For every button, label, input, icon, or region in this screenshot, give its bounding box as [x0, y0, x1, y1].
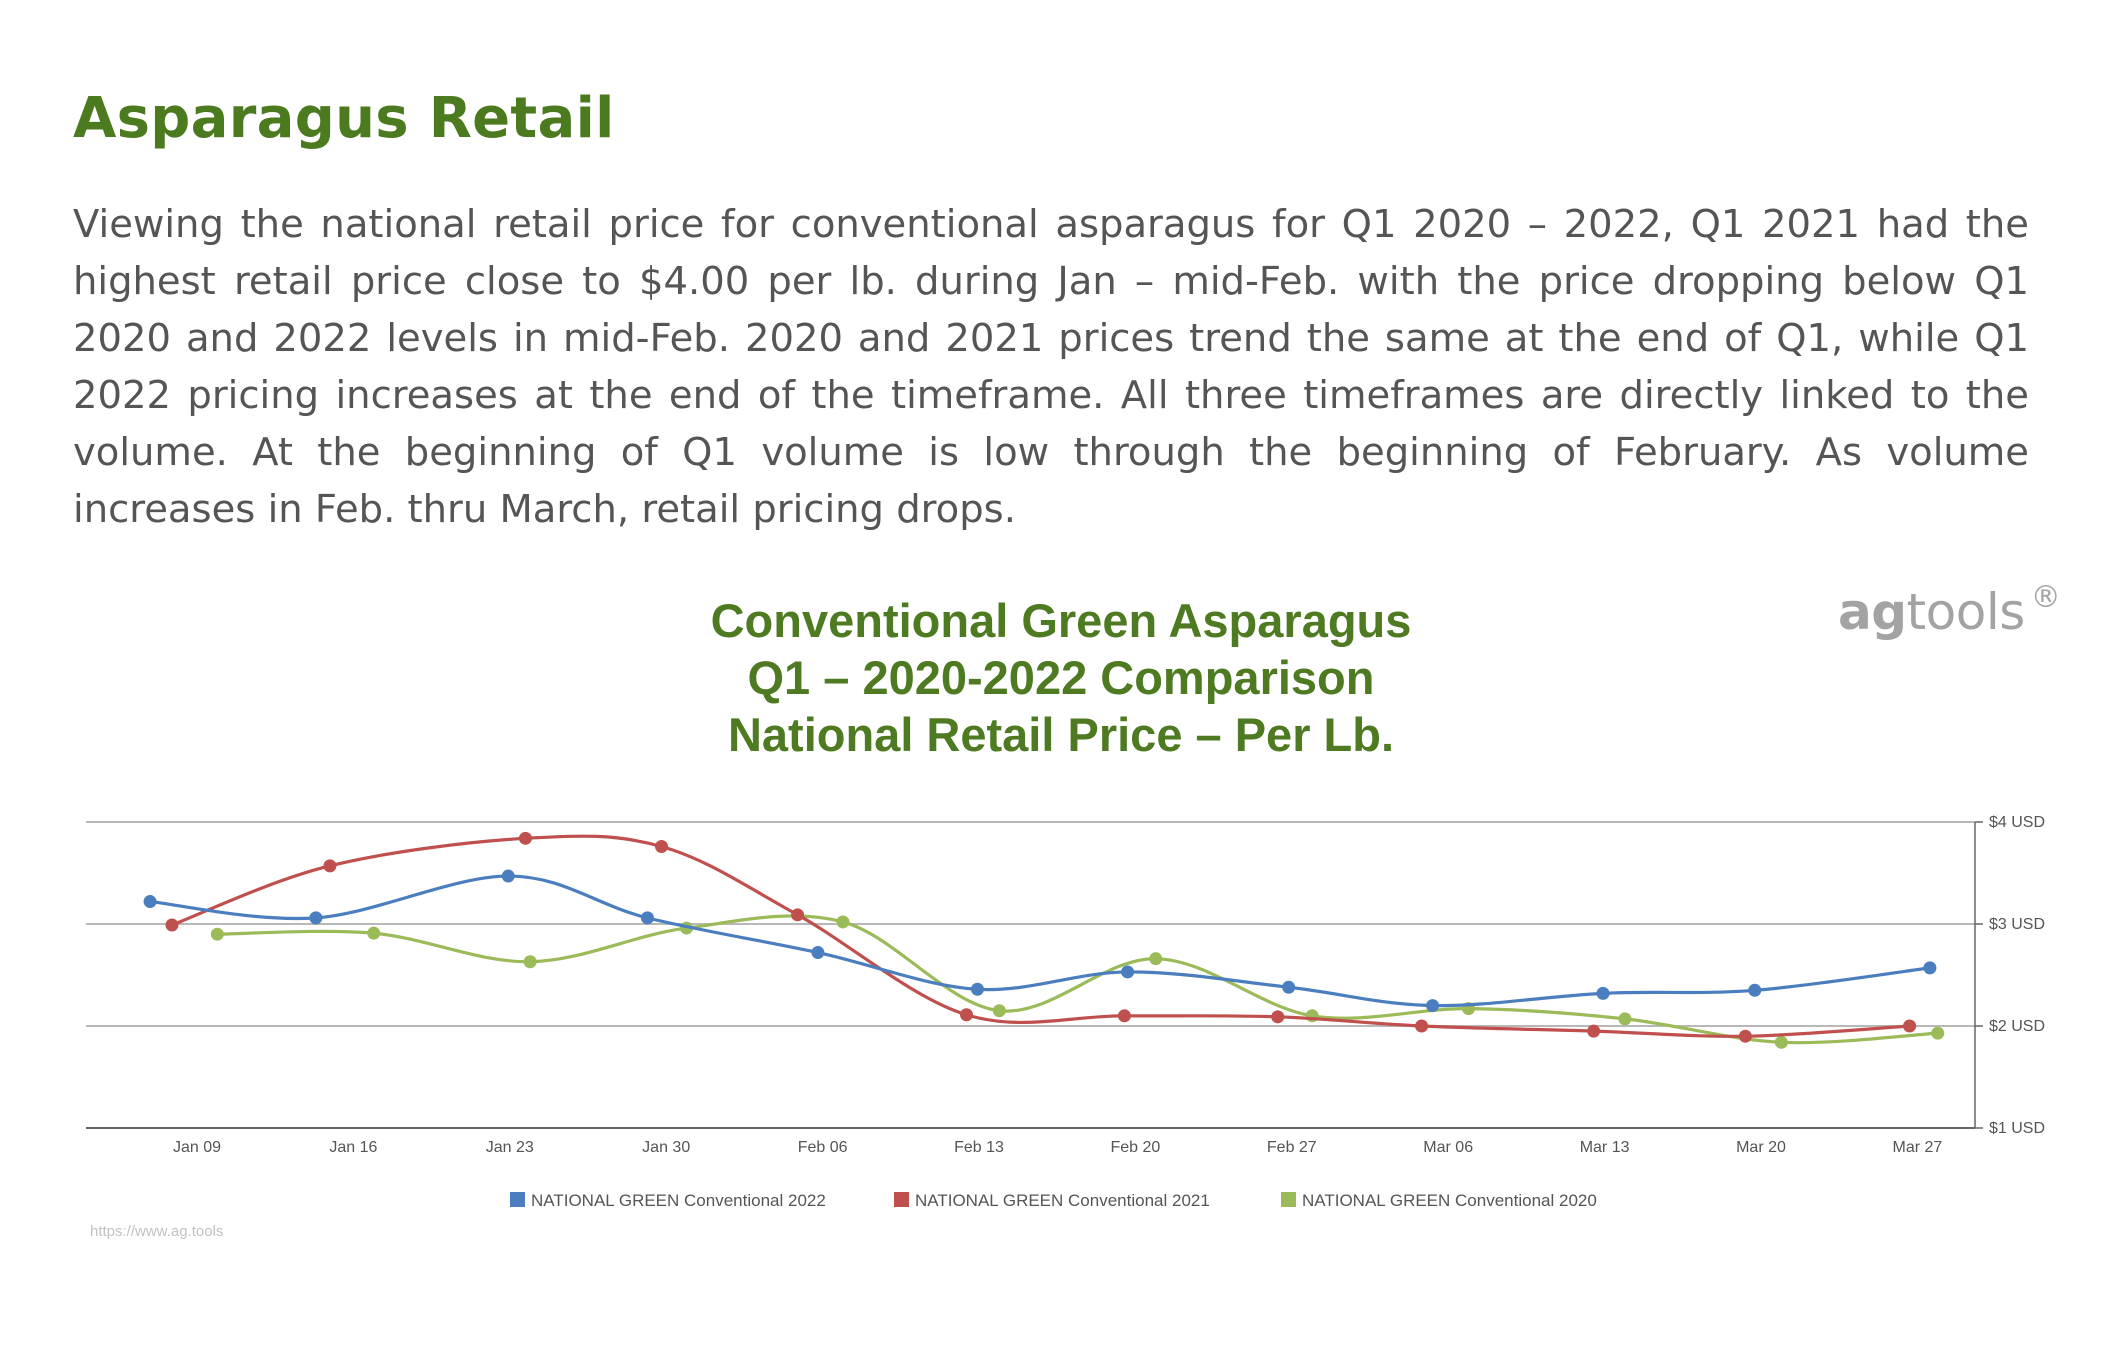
summary-paragraph: Viewing the national retail price for co…	[73, 202, 2029, 532]
data-point-s1-9	[1426, 999, 1440, 1013]
data-point-s2-2	[323, 859, 337, 873]
x-tick-label-1: Jan 09	[173, 1139, 221, 1156]
data-point-s2-10	[1587, 1024, 1601, 1038]
data-point-s3-12	[1931, 1026, 1945, 1040]
legend-swatch-1	[510, 1192, 525, 1207]
data-point-s2-12	[1903, 1019, 1917, 1033]
chart-title-line-1: Conventional Green Asparagus	[710, 594, 1412, 647]
y-tick-label-3: $3 USD	[1989, 916, 2045, 933]
data-point-s3-2	[367, 926, 381, 940]
x-tick-label-3: Jan 23	[486, 1139, 534, 1156]
chart-title: Conventional Green Asparagus Q1 – 2020-2…	[461, 592, 1661, 763]
legend-label-2: NATIONAL GREEN Conventional 2021	[915, 1191, 1210, 1210]
data-point-s3-11	[1774, 1035, 1788, 1049]
series-line-3	[217, 914, 1938, 1045]
series-line-2	[171, 834, 1910, 1038]
data-point-s1-7	[1121, 965, 1135, 979]
x-tick-label-5: Feb 06	[798, 1139, 848, 1156]
data-point-s2-9	[1415, 1019, 1429, 1033]
x-tick-label-9: Mar 06	[1423, 1139, 1473, 1156]
source-url: https://www.ag.tools	[90, 1223, 223, 1240]
data-point-s2-8	[1271, 1010, 1285, 1024]
data-point-s1-6	[970, 982, 984, 996]
agtools-logo: agtools ®	[1838, 580, 2061, 641]
x-tick-label-11: Mar 20	[1736, 1139, 1786, 1156]
chart-title-line-2: Q1 – 2020-2022 Comparison	[747, 651, 1375, 704]
data-point-s1-8	[1282, 980, 1296, 994]
legend-label-1: NATIONAL GREEN Conventional 2022	[531, 1191, 826, 1210]
series-line-1	[149, 874, 1931, 1008]
data-point-s1-1	[143, 895, 157, 909]
data-point-s3-3	[523, 955, 537, 969]
x-tick-label-10: Mar 13	[1580, 1139, 1630, 1156]
data-point-s2-1	[165, 918, 179, 932]
x-tick-label-4: Jan 30	[642, 1139, 690, 1156]
data-point-s2-3	[518, 831, 532, 845]
data-point-s1-10	[1596, 986, 1610, 1000]
data-point-s3-6	[992, 1004, 1006, 1018]
x-tick-label-2: Jan 16	[329, 1139, 377, 1156]
data-point-s3-5	[836, 915, 850, 929]
data-point-s1-5	[811, 946, 825, 960]
x-tick-label-8: Feb 27	[1267, 1139, 1317, 1156]
chart-title-line-3: National Retail Price – Per Lb.	[727, 708, 1395, 761]
y-tick-label-1: $1 USD	[1989, 1120, 2045, 1137]
y-tick-label-4: $4 USD	[1989, 814, 2045, 831]
data-point-s1-3	[501, 869, 515, 883]
data-point-s2-4	[655, 839, 669, 853]
legend-swatch-3	[1281, 1192, 1296, 1207]
data-point-s2-6	[959, 1008, 973, 1022]
legend-label-3: NATIONAL GREEN Conventional 2020	[1302, 1191, 1597, 1210]
x-tick-label-7: Feb 20	[1110, 1139, 1160, 1156]
data-point-s3-1	[210, 927, 224, 941]
page-heading: Asparagus Retail	[73, 86, 615, 151]
legend-swatch-2	[894, 1192, 909, 1207]
data-point-s1-11	[1748, 983, 1762, 997]
data-point-s1-12	[1923, 961, 1937, 975]
data-point-s2-11	[1738, 1029, 1752, 1043]
y-tick-label-2: $2 USD	[1989, 1018, 2045, 1035]
data-point-s1-4	[640, 911, 654, 925]
data-point-s3-10	[1618, 1012, 1632, 1026]
data-point-s2-7	[1117, 1009, 1131, 1023]
data-point-s1-2	[309, 911, 323, 925]
data-point-s2-5	[791, 908, 805, 922]
x-tick-label-6: Feb 13	[954, 1139, 1004, 1156]
x-tick-label-12: Mar 27	[1893, 1139, 1943, 1156]
data-point-s3-7	[1149, 952, 1163, 966]
